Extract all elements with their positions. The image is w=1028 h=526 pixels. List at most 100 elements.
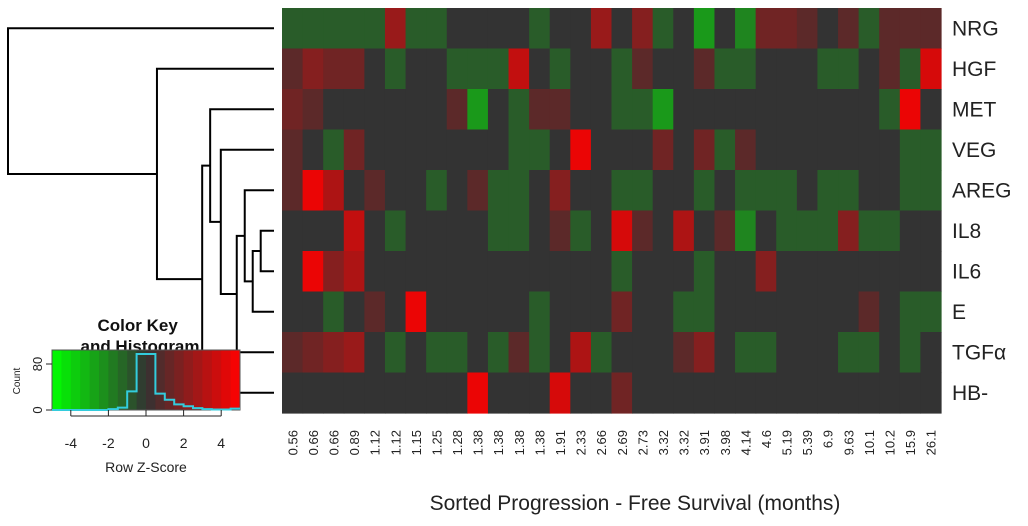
row-label: MET — [952, 98, 997, 121]
heatmap-cell — [549, 170, 571, 212]
heatmap-cell — [652, 210, 674, 252]
heatmap-cells — [282, 8, 942, 414]
heatmap-cell — [611, 8, 633, 50]
heatmap-cell — [632, 48, 654, 90]
heatmap-cell — [302, 291, 324, 333]
column-label: 15.9 — [903, 430, 918, 455]
heatmap-cell — [384, 251, 407, 293]
color-key-band — [52, 350, 62, 410]
heatmap-cell — [590, 372, 613, 414]
heatmap-cell — [776, 170, 798, 212]
color-key-band — [89, 350, 100, 410]
heatmap-cell — [755, 332, 777, 374]
heatmap-cell — [529, 170, 551, 212]
heatmap-cell — [776, 129, 798, 171]
heatmap-cell — [693, 89, 716, 131]
heatmap-cell — [302, 8, 324, 50]
heatmap-cell — [817, 291, 839, 333]
column-label: 1.38 — [471, 430, 486, 455]
heatmap-cell — [323, 251, 345, 293]
heatmap-cell — [879, 372, 901, 414]
heatmap-cell — [735, 170, 757, 212]
dendrogram-branch — [219, 148, 274, 296]
heatmap-cell — [611, 251, 633, 293]
column-label: 0.89 — [347, 430, 362, 455]
heatmap-cell — [735, 291, 757, 333]
heatmap-cell — [714, 372, 736, 414]
heatmap-cell — [405, 251, 427, 293]
heatmap-cell — [508, 48, 530, 90]
heatmap-cell — [405, 170, 427, 212]
heatmap-cell — [920, 251, 942, 293]
heatmap-cell — [384, 89, 407, 131]
heatmap-cell — [632, 89, 654, 131]
color-key-band — [108, 350, 119, 410]
heatmap-cell — [776, 89, 798, 131]
heatmap-cell — [487, 372, 510, 414]
column-label: 0.66 — [326, 430, 341, 455]
row-label: IL8 — [952, 220, 981, 243]
heatmap-cell — [384, 291, 407, 333]
heatmap-cell — [282, 372, 304, 414]
heatmap-cell — [405, 372, 427, 414]
heatmap-cell — [467, 372, 489, 414]
heatmap-cell — [467, 251, 489, 293]
heatmap-cell — [776, 251, 798, 293]
heatmap-cell — [920, 332, 942, 374]
column-label: 0.66 — [306, 430, 321, 455]
heatmap-cell — [632, 170, 654, 212]
heatmap-cell — [632, 372, 654, 414]
column-label: 1.38 — [491, 430, 506, 455]
heatmap-cell — [364, 291, 386, 333]
heatmap-cell — [817, 332, 839, 374]
column-label: 1.38 — [532, 430, 547, 455]
color-key-gradient — [51, 349, 241, 411]
column-label: 4.6 — [759, 430, 774, 448]
heatmap-cell — [796, 170, 819, 212]
heatmap-cell — [838, 48, 860, 90]
heatmap-cell — [796, 291, 819, 333]
heatmap-cell — [570, 48, 592, 90]
heatmap-cell — [755, 8, 777, 50]
heatmap-cell — [487, 251, 510, 293]
heatmap-cell — [405, 129, 427, 171]
heatmap-cell — [549, 372, 571, 414]
heatmap-cell — [735, 332, 757, 374]
heatmap-cell — [549, 251, 571, 293]
color-key-tick-label: 2 — [180, 435, 188, 451]
heatmap-cell — [343, 8, 365, 50]
color-key-band — [136, 350, 147, 410]
color-key-band — [99, 350, 109, 410]
heatmap-cell — [899, 332, 922, 374]
heatmap-cell — [714, 291, 736, 333]
heatmap-cell — [364, 251, 386, 293]
column-label: 3.32 — [656, 430, 671, 455]
color-key-ylabel: Count — [12, 367, 23, 394]
color-key-band — [230, 350, 241, 410]
heatmap-cell — [426, 8, 448, 50]
heatmap-cell — [652, 89, 674, 131]
heatmap-cell — [446, 48, 468, 90]
heatmap-cell — [673, 48, 695, 90]
heatmap-cell — [487, 210, 510, 252]
heatmap-cell — [570, 372, 592, 414]
heatmap-cell — [508, 8, 530, 50]
column-label: 5.19 — [780, 430, 795, 455]
color-key-xlabel: Row Z-Score — [105, 459, 187, 475]
heatmap-cell — [323, 210, 345, 252]
heatmap-cell — [796, 8, 819, 50]
heatmap-cell — [570, 291, 592, 333]
heatmap-cell — [879, 210, 901, 252]
heatmap-cell — [735, 210, 757, 252]
heatmap-cell — [570, 210, 592, 252]
heatmap-cell — [714, 251, 736, 293]
heatmap-cell — [879, 129, 901, 171]
heatmap-cell — [920, 8, 942, 50]
heatmap-cell — [693, 332, 716, 374]
heatmap-cell — [302, 129, 324, 171]
heatmap-cell — [343, 332, 365, 374]
dendrogram-branch — [209, 108, 274, 223]
heatmap-cell — [590, 48, 613, 90]
heatmap-cell — [858, 210, 880, 252]
heatmap-cell — [282, 291, 304, 333]
